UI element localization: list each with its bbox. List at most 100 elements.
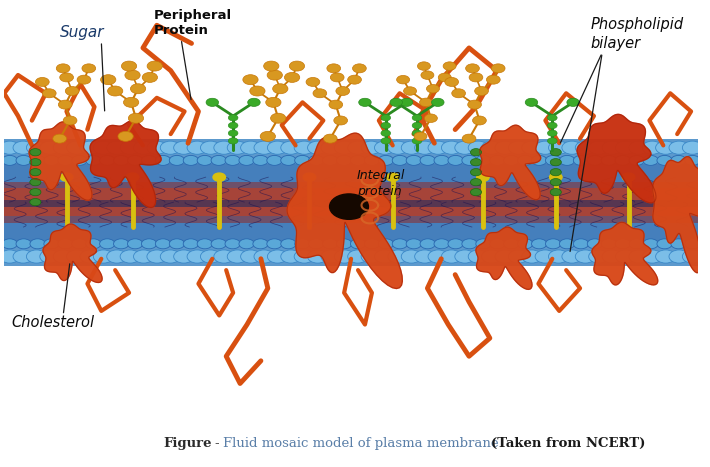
Circle shape xyxy=(682,250,702,263)
Circle shape xyxy=(486,75,500,84)
Circle shape xyxy=(327,64,341,73)
Circle shape xyxy=(254,250,274,263)
Text: Figure: Figure xyxy=(164,437,212,450)
Circle shape xyxy=(462,156,477,165)
Circle shape xyxy=(616,250,635,263)
Circle shape xyxy=(155,156,170,165)
Circle shape xyxy=(253,156,268,165)
Circle shape xyxy=(420,156,435,165)
Circle shape xyxy=(490,239,505,249)
Polygon shape xyxy=(90,120,161,207)
Circle shape xyxy=(466,64,479,73)
Circle shape xyxy=(535,250,555,263)
Circle shape xyxy=(547,114,557,121)
Circle shape xyxy=(414,132,427,141)
Circle shape xyxy=(133,250,153,263)
Circle shape xyxy=(313,89,327,98)
Circle shape xyxy=(468,141,488,154)
Circle shape xyxy=(643,141,662,154)
Circle shape xyxy=(267,70,283,80)
Circle shape xyxy=(329,100,343,109)
Polygon shape xyxy=(29,122,92,200)
Circle shape xyxy=(268,250,288,263)
Circle shape xyxy=(575,250,596,263)
Circle shape xyxy=(386,173,399,181)
Circle shape xyxy=(307,250,328,263)
Circle shape xyxy=(93,141,114,154)
Bar xyxy=(4,163,698,189)
Circle shape xyxy=(495,141,515,154)
Circle shape xyxy=(63,116,77,125)
Circle shape xyxy=(400,98,413,106)
Circle shape xyxy=(124,97,138,107)
Circle shape xyxy=(559,156,574,165)
Circle shape xyxy=(381,122,391,128)
Circle shape xyxy=(303,173,316,181)
Circle shape xyxy=(53,141,73,154)
Circle shape xyxy=(518,156,533,165)
Circle shape xyxy=(30,189,41,196)
Circle shape xyxy=(280,250,301,263)
Circle shape xyxy=(359,98,371,106)
Circle shape xyxy=(241,141,261,154)
Circle shape xyxy=(390,98,403,106)
Circle shape xyxy=(587,239,603,249)
Circle shape xyxy=(471,178,481,186)
Circle shape xyxy=(147,141,167,154)
Circle shape xyxy=(428,250,448,263)
Circle shape xyxy=(322,156,338,165)
Circle shape xyxy=(491,64,505,73)
Circle shape xyxy=(351,239,366,249)
Circle shape xyxy=(448,239,463,249)
Circle shape xyxy=(428,141,448,154)
Circle shape xyxy=(550,189,562,196)
Circle shape xyxy=(503,239,519,249)
Circle shape xyxy=(378,239,393,249)
Circle shape xyxy=(44,239,59,249)
Circle shape xyxy=(481,250,502,263)
Circle shape xyxy=(448,156,463,165)
Circle shape xyxy=(629,156,645,165)
Circle shape xyxy=(495,250,515,263)
Circle shape xyxy=(133,141,153,154)
Circle shape xyxy=(229,138,238,144)
Circle shape xyxy=(545,156,561,165)
Circle shape xyxy=(361,250,381,263)
Circle shape xyxy=(142,72,158,82)
Circle shape xyxy=(655,141,676,154)
Circle shape xyxy=(330,73,344,82)
Circle shape xyxy=(589,141,608,154)
Circle shape xyxy=(80,141,100,154)
Circle shape xyxy=(364,156,380,165)
Circle shape xyxy=(141,239,157,249)
Circle shape xyxy=(574,156,589,165)
Circle shape xyxy=(629,250,649,263)
Circle shape xyxy=(254,141,274,154)
Circle shape xyxy=(468,100,481,109)
Circle shape xyxy=(227,250,247,263)
Circle shape xyxy=(469,73,483,82)
Circle shape xyxy=(0,250,20,263)
Circle shape xyxy=(197,156,212,165)
Circle shape xyxy=(468,250,488,263)
Circle shape xyxy=(40,141,60,154)
Circle shape xyxy=(187,141,207,154)
Circle shape xyxy=(263,61,279,71)
Circle shape xyxy=(374,141,395,154)
Circle shape xyxy=(615,156,630,165)
Circle shape xyxy=(378,156,393,165)
Circle shape xyxy=(60,73,73,82)
Circle shape xyxy=(442,250,462,263)
Circle shape xyxy=(229,130,238,136)
Circle shape xyxy=(267,156,282,165)
Circle shape xyxy=(452,89,466,98)
Circle shape xyxy=(250,86,265,96)
Circle shape xyxy=(30,159,41,166)
Circle shape xyxy=(476,173,489,181)
Circle shape xyxy=(403,87,417,95)
Circle shape xyxy=(16,239,31,249)
Circle shape xyxy=(427,85,439,93)
Circle shape xyxy=(128,239,143,249)
Circle shape xyxy=(348,141,368,154)
Circle shape xyxy=(445,78,459,86)
